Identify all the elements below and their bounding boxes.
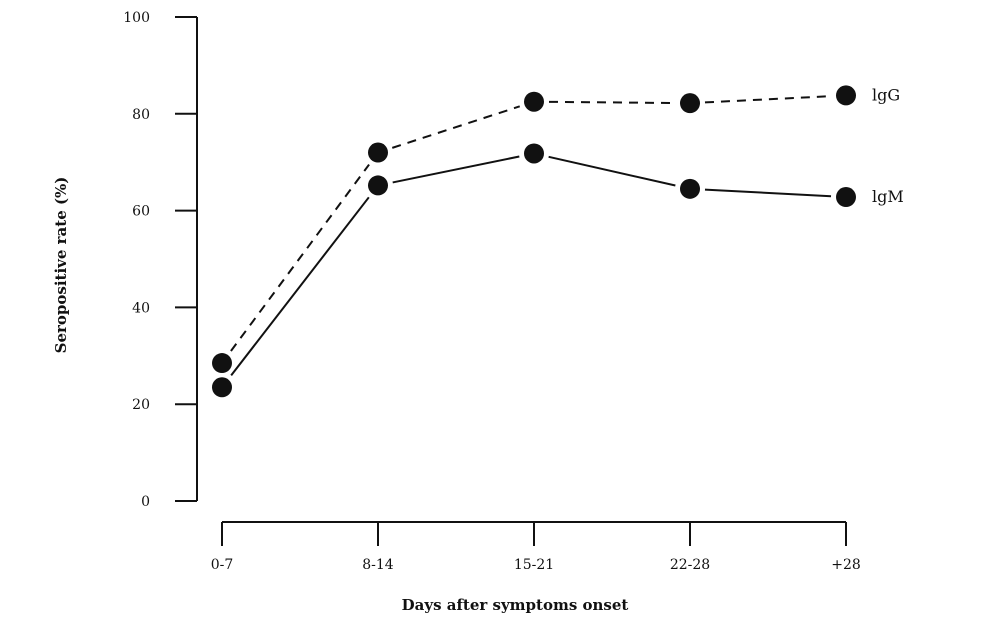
data-point-lgg (524, 91, 544, 112)
data-point-lgm (836, 187, 856, 208)
y-tick-label: 0 (141, 494, 150, 510)
data-point-lgm (524, 143, 544, 164)
data-point-lgg (680, 93, 700, 114)
data-point-lgm (368, 175, 388, 196)
series-line-lgg (548, 100, 676, 105)
y-tick-label: 100 (123, 10, 150, 26)
series-labels: lgG lgM (872, 85, 904, 206)
x-axis-title: Days after symptoms onset (402, 596, 629, 614)
series-lines (230, 95, 832, 377)
series-line-lgm (392, 155, 520, 184)
y-axis-title: Seropositive rate (%) (52, 177, 70, 354)
data-point-lgg (836, 85, 856, 106)
data-point-lgg (368, 142, 388, 163)
series-line-lgg (704, 95, 832, 104)
series-line-lgm (548, 155, 676, 187)
x-tick-label: 8-14 (362, 557, 394, 573)
series-label-lgm: lgM (872, 187, 904, 206)
y-tick-label: 60 (132, 204, 150, 220)
x-tick-label: 22-28 (670, 557, 710, 573)
series-label-lgg: lgG (872, 85, 900, 104)
series-line-lgg (391, 105, 521, 149)
data-point-lgg (212, 353, 232, 374)
y-axis: 0 20 40 60 80 100 (123, 10, 198, 510)
y-tick-label: 80 (132, 107, 150, 123)
data-point-lgm (212, 377, 232, 398)
y-tick-label: 40 (132, 300, 150, 316)
x-tick-label: +28 (831, 557, 861, 573)
series-line-lgm (230, 196, 370, 377)
x-tick-label: 0-7 (211, 557, 234, 573)
series-line-lgm (704, 188, 832, 198)
x-tick-label: 15-21 (514, 557, 554, 573)
data-point-lgm (680, 178, 700, 199)
y-tick-label: 20 (132, 397, 150, 413)
x-axis: 0-7 8-14 15-21 22-28 +28 (211, 521, 861, 573)
series-line-lgg (230, 163, 370, 352)
series-points (212, 85, 856, 398)
